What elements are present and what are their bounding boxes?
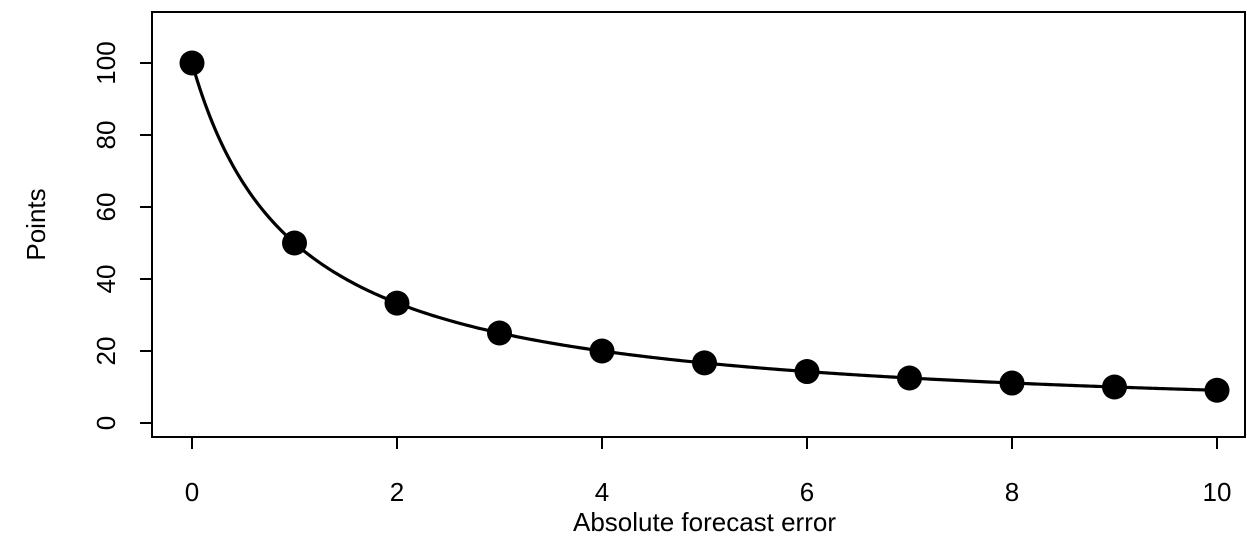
data-point — [1205, 378, 1230, 403]
data-point — [1000, 371, 1025, 396]
data-point — [590, 339, 615, 364]
fit-curve — [192, 63, 1217, 390]
data-point — [897, 366, 922, 391]
data-point — [487, 321, 512, 346]
y-axis-label: Points — [21, 188, 51, 260]
y-tick-label: 20 — [91, 337, 121, 366]
y-tick-label: 80 — [91, 121, 121, 150]
y-tick-label: 40 — [91, 265, 121, 294]
data-point — [692, 350, 717, 375]
x-tick-label: 0 — [185, 477, 199, 507]
data-points — [180, 51, 1230, 403]
data-point — [1102, 375, 1127, 400]
x-axis: 0 2 4 6 8 10 — [185, 437, 1232, 507]
x-axis-label: Absolute forecast error — [573, 507, 836, 537]
data-point — [180, 51, 205, 76]
y-tick-label: 100 — [91, 41, 121, 84]
y-axis: 0 20 40 60 80 100 — [91, 41, 152, 430]
data-point — [282, 231, 307, 256]
data-point — [795, 359, 820, 384]
x-tick-label: 8 — [1005, 477, 1019, 507]
data-point — [385, 291, 410, 316]
x-tick-label: 10 — [1203, 477, 1232, 507]
x-tick-label: 4 — [595, 477, 609, 507]
x-tick-label: 2 — [390, 477, 404, 507]
y-tick-label: 60 — [91, 193, 121, 222]
y-tick-label: 0 — [91, 416, 121, 430]
x-tick-label: 6 — [800, 477, 814, 507]
